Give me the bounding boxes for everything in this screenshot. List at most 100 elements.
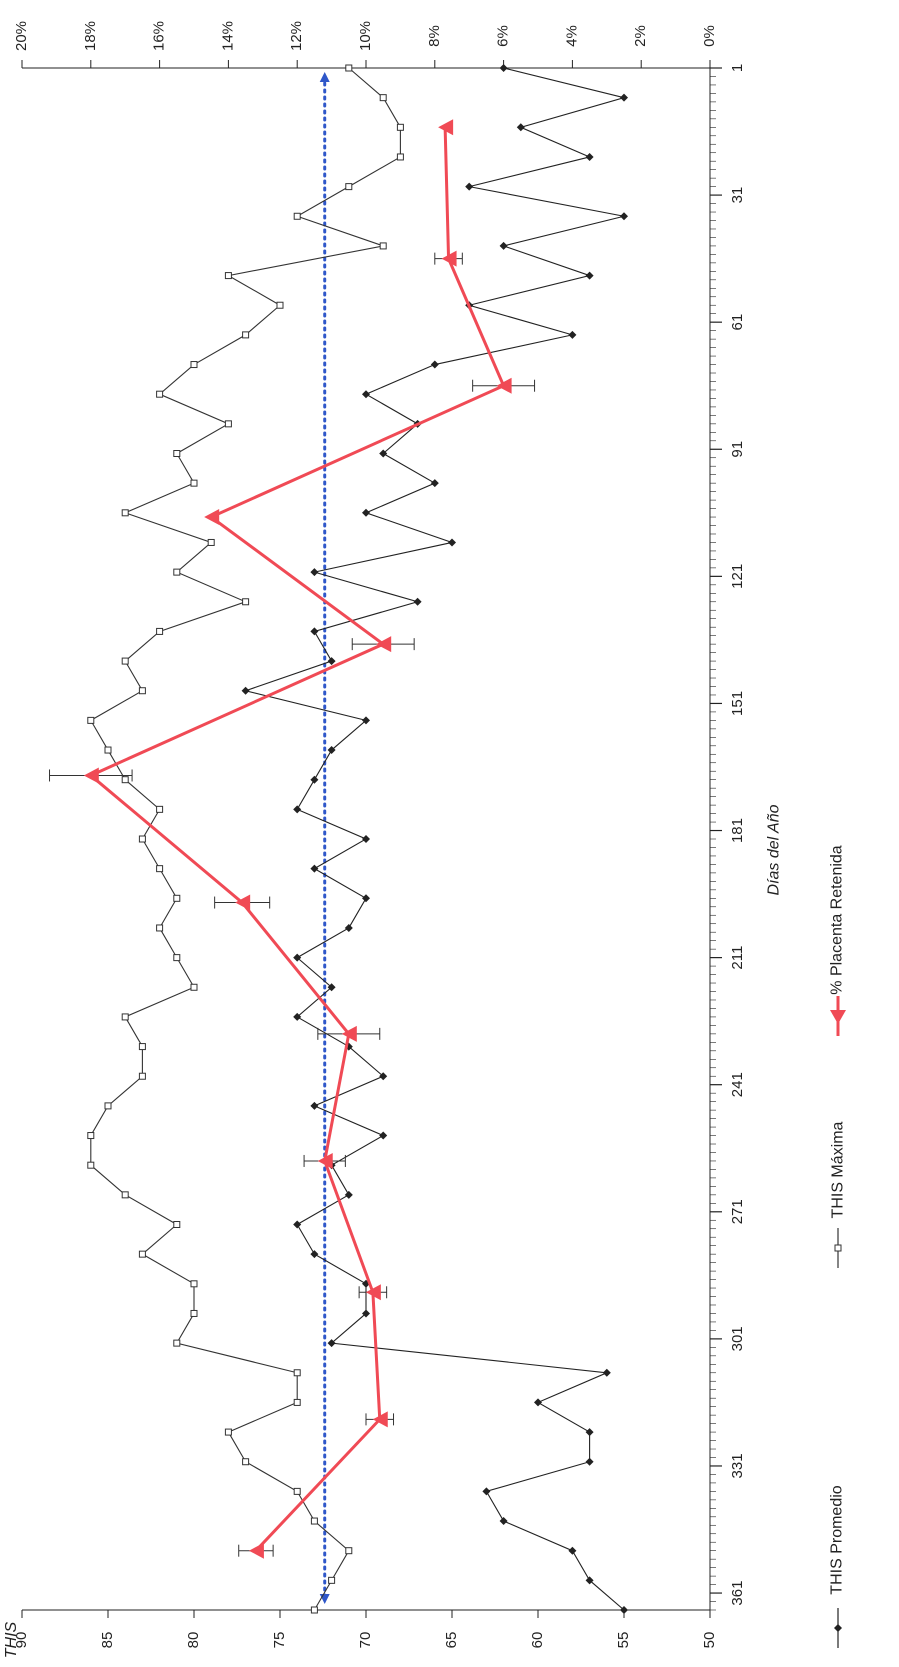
x-tick-label: 121 (729, 564, 746, 589)
series-0-point (430, 479, 439, 488)
series-0-point (620, 212, 628, 221)
series-1-point (173, 954, 181, 962)
series-1-point (276, 301, 284, 309)
series-0-point (585, 1576, 594, 1585)
series-1-point (293, 212, 301, 220)
series-1-point (156, 924, 164, 932)
series-0-line (243, 67, 627, 1611)
series-1-point (293, 1369, 301, 1377)
series-0-point (534, 1398, 542, 1407)
series-1-point (190, 361, 198, 369)
series-0-point (344, 1190, 353, 1199)
series-1-point (121, 1191, 129, 1199)
x-tick-label: 271 (729, 1199, 746, 1224)
series-1-point (379, 242, 387, 250)
series-2-point (376, 636, 392, 653)
series-1-point (104, 1102, 112, 1110)
series-1-point (138, 687, 146, 695)
y-tick-label: 70 (357, 1632, 374, 1649)
legend-item-promedio: THIS Promedio (829, 1485, 846, 1595)
y-tick-label: 85 (99, 1632, 116, 1649)
series-1-point (156, 627, 164, 635)
series-1-point (121, 509, 129, 517)
x-tick-label: 241 (729, 1072, 746, 1097)
series-0-point (499, 241, 508, 250)
series-0-point (620, 93, 628, 102)
legend-marker-maxima (834, 1244, 842, 1252)
reference-line-layer (319, 72, 330, 1604)
series-1-point (156, 390, 164, 398)
series-1-point (396, 123, 404, 131)
series-1-point (138, 1043, 146, 1051)
series-1-point (345, 64, 353, 72)
series-1-point (396, 153, 404, 161)
series-0-point (448, 538, 456, 547)
series-0-point (310, 775, 319, 784)
series-0-point (293, 953, 302, 962)
series-2-point (341, 1025, 357, 1042)
series-2-line (88, 127, 506, 1552)
series-1-point (173, 568, 181, 576)
legend-item-maxima: THIS Máxima (829, 1121, 846, 1219)
series-1-point (190, 983, 198, 991)
series-1-point (242, 598, 250, 606)
series-0-point (362, 716, 370, 725)
series-0-point (516, 123, 525, 132)
y2-tick-label: 14% (219, 21, 236, 51)
x-tick-label: 91 (729, 441, 746, 458)
series-0-point (293, 805, 302, 814)
series-2-point (441, 250, 457, 267)
series-0-point (602, 1368, 611, 1377)
x-tick-label: 1 (729, 64, 746, 72)
series-0-point (344, 923, 353, 932)
series-0-point (327, 1339, 336, 1348)
series-1-point (310, 1517, 318, 1525)
series-0-point (362, 1309, 370, 1318)
series-1-point (224, 272, 232, 280)
series-2-point (248, 1542, 264, 1559)
y2-tick-label: 16% (151, 21, 168, 51)
series-0-point (310, 627, 319, 636)
series-0-point (499, 64, 508, 72)
series-1-point (345, 1547, 353, 1555)
series-0-point (499, 1517, 508, 1526)
series-0-point (327, 657, 336, 666)
series-2-point (496, 377, 512, 394)
series-0-point (293, 1220, 302, 1229)
series-2-point (204, 509, 220, 526)
series-1-point (207, 538, 215, 546)
y2-tick-label: 2% (632, 25, 649, 47)
series-0-point (293, 1012, 302, 1021)
series-1-point (379, 94, 387, 102)
series-0-point (620, 1606, 628, 1614)
series-1-point (87, 1132, 95, 1140)
series-1-point (224, 420, 232, 428)
series-1-point (138, 1072, 146, 1080)
series-0-point (482, 1487, 491, 1496)
series-0-point (585, 271, 594, 280)
series-0-point (362, 390, 370, 399)
y-tick-label: 80 (185, 1632, 202, 1649)
series-1-point (190, 1309, 198, 1317)
y2-tick-label: 18% (82, 21, 99, 51)
y2-tick-label: 12% (288, 21, 305, 51)
series-2-point (438, 119, 454, 136)
x-tick-label: 181 (729, 818, 746, 843)
y2-tick-label: 20% (13, 21, 30, 51)
y2-tick-label: 0% (701, 25, 718, 47)
series-0-point (379, 1131, 388, 1140)
x-tick-label: 31 (729, 187, 746, 204)
series-1-point (121, 776, 129, 784)
series-0-point (310, 864, 319, 873)
series-0-point (379, 1072, 388, 1081)
series-1-point (293, 1487, 301, 1495)
series-0-point (585, 1457, 594, 1466)
series-1-point (190, 479, 198, 487)
y2-tick-label: 10% (357, 21, 374, 51)
series-1-point (242, 1458, 250, 1466)
x-tick-label: 301 (729, 1326, 746, 1351)
y-tick-label: 50 (701, 1632, 718, 1649)
series-0-point (362, 835, 370, 843)
series-1-point (121, 1013, 129, 1021)
